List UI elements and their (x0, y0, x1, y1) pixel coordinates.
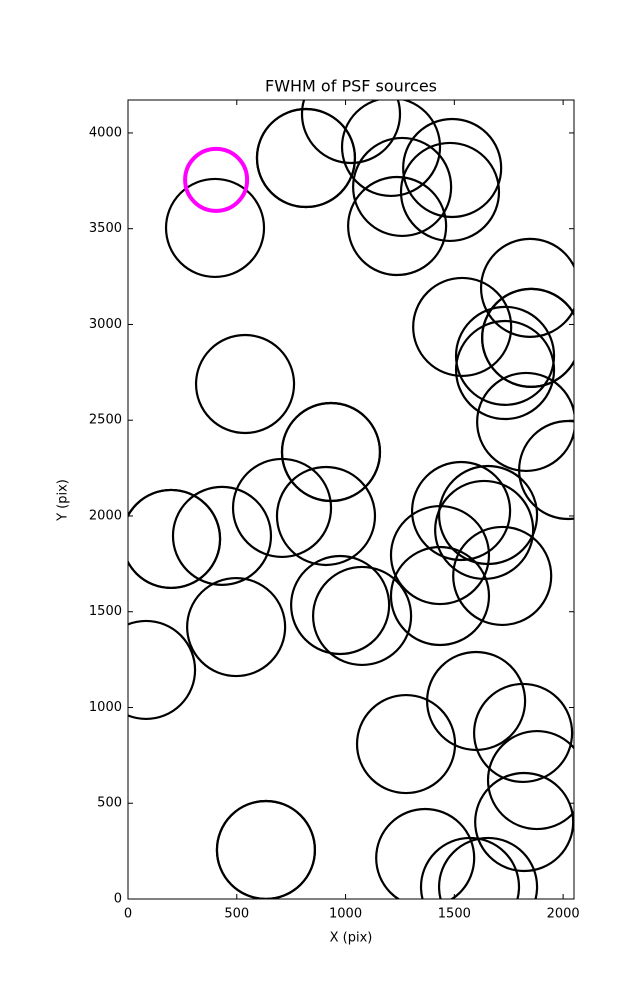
plot-area (128, 100, 574, 899)
source-circle (454, 305, 556, 406)
axes-frame (127, 99, 575, 900)
source-circle (389, 545, 491, 647)
y-tick-label: 0 (114, 892, 122, 907)
source-circle (389, 504, 491, 606)
source-circle (434, 479, 535, 581)
source-circle (183, 146, 250, 213)
source-circle (399, 141, 501, 243)
source-circle (481, 287, 574, 388)
y-tick-label: 500 (97, 796, 122, 811)
y-tick-label: 1500 (89, 604, 122, 619)
y-tick-label: 4000 (89, 125, 122, 140)
y-tick-label: 2000 (89, 508, 122, 523)
x-tick-label: 2000 (547, 907, 580, 922)
x-tick-label: 1500 (438, 907, 471, 922)
source-circle (171, 485, 273, 586)
chart-title: FWHM of PSF sources (265, 77, 437, 96)
source-circle (472, 682, 574, 784)
x-axis-label: X (pix) (330, 931, 373, 946)
source-circle (186, 576, 287, 678)
source-circle (128, 488, 222, 590)
source-circle (231, 457, 333, 559)
source-circle (347, 175, 448, 277)
source-circle (275, 465, 377, 567)
source-circle (486, 729, 574, 831)
source-circle (437, 836, 539, 899)
source-circle (452, 525, 553, 627)
source-circle (474, 771, 574, 873)
x-tick-label: 1000 (329, 907, 362, 922)
source-circle (355, 693, 457, 795)
source-circle (412, 276, 513, 378)
source-circle (255, 107, 357, 209)
source-circle (340, 100, 442, 198)
source-circle (402, 117, 503, 219)
source-circle (454, 319, 556, 421)
y-tick-label: 3000 (89, 317, 122, 332)
source-circle (479, 237, 574, 338)
source-circle (164, 177, 266, 279)
source-circle (352, 136, 453, 238)
source-circle (518, 419, 574, 521)
source-circle (290, 554, 391, 656)
y-axis-label: Y (pix) (56, 479, 71, 522)
y-tick-label: 3500 (89, 221, 122, 236)
source-circle (311, 565, 413, 667)
source-circle (419, 836, 521, 899)
x-tick-label: 0 (124, 907, 132, 922)
source-circle (194, 333, 296, 435)
source-circle (375, 807, 476, 899)
y-tick-label: 2500 (89, 413, 122, 428)
source-circle (476, 371, 574, 473)
source-circle (128, 619, 197, 721)
source-circle (300, 100, 402, 165)
y-tick-label: 1000 (89, 700, 122, 715)
x-tick-label: 500 (224, 907, 249, 922)
source-circle (410, 460, 512, 562)
